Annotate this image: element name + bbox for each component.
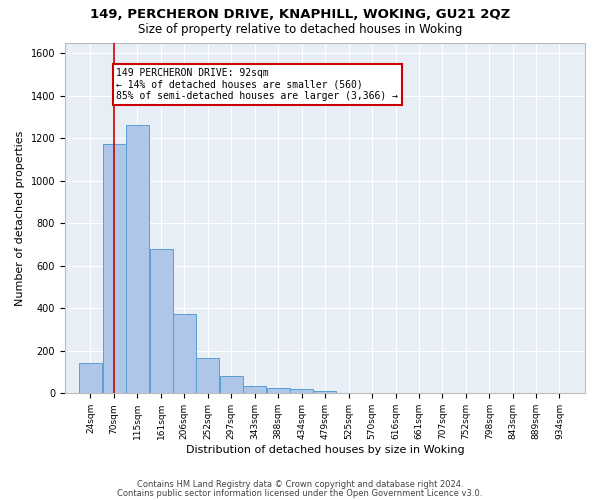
X-axis label: Distribution of detached houses by size in Woking: Distribution of detached houses by size …: [185, 445, 464, 455]
Bar: [149, 249, 173, 394]
Bar: [290, 389, 313, 394]
Bar: [220, 376, 242, 394]
Text: Contains HM Land Registry data © Crown copyright and database right 2024.: Contains HM Land Registry data © Crown c…: [137, 480, 463, 489]
Bar: [79, 362, 102, 394]
Text: Contains public sector information licensed under the Open Government Licence v3: Contains public sector information licen…: [118, 488, 482, 498]
Bar: [196, 358, 220, 394]
Bar: [266, 388, 290, 394]
Text: 149 PERCHERON DRIVE: 92sqm
← 14% of detached houses are smaller (560)
85% of sem: 149 PERCHERON DRIVE: 92sqm ← 14% of deta…: [116, 68, 398, 101]
Bar: [313, 391, 337, 394]
Y-axis label: Number of detached properties: Number of detached properties: [15, 130, 25, 306]
Bar: [244, 386, 266, 394]
Text: Size of property relative to detached houses in Woking: Size of property relative to detached ho…: [138, 22, 462, 36]
Bar: [126, 126, 149, 394]
Bar: [103, 144, 125, 394]
Bar: [173, 314, 196, 394]
Text: 149, PERCHERON DRIVE, KNAPHILL, WOKING, GU21 2QZ: 149, PERCHERON DRIVE, KNAPHILL, WOKING, …: [90, 8, 510, 20]
